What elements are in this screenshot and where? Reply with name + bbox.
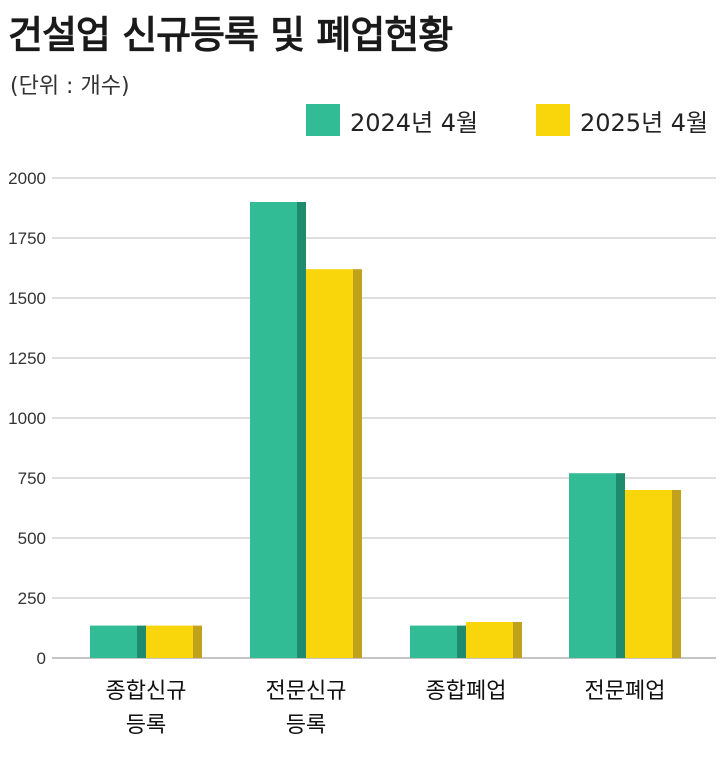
bar-2024-2 [410, 625, 457, 658]
legend-swatch-2025 [536, 104, 570, 136]
y-tick-label: 1250 [8, 349, 46, 368]
unit-label: (단위 : 개수) [10, 74, 130, 99]
y-tick-label: 0 [37, 649, 46, 668]
legend-item-2024: 2024년 4월 [306, 102, 478, 138]
bar-2025-1 [306, 269, 353, 658]
bar-chart: 0 250 500 750 1000 1250 1500 1750 2000 종합신규 등록 전문신규… [8, 169, 716, 738]
legend-label-2024: 2024년 4월 [350, 108, 479, 137]
legend-label-2025: 2025년 4월 [580, 108, 709, 137]
bar-2025-0 [146, 625, 193, 658]
legend: 2024년 4월 2025년 4월 [0, 102, 720, 142]
bar-side-2025-1 [353, 269, 362, 658]
bar-2024-3 [569, 473, 616, 658]
bar-2024-0 [90, 625, 137, 658]
legend-item-2025: 2025년 4월 [536, 102, 708, 138]
y-tick-label: 2000 [8, 169, 46, 188]
y-tick-label: 750 [18, 469, 46, 488]
y-tick-label: 500 [18, 529, 46, 548]
legend-swatch-2024 [306, 104, 340, 136]
bar-2024-1 [250, 202, 297, 658]
bar-2025-2 [466, 622, 513, 658]
category-label: 전문신규 등록 [266, 679, 347, 738]
bar-side-2025-3 [672, 490, 681, 658]
bar-side-2024-3 [616, 473, 625, 658]
bar-side-2024-0 [137, 625, 146, 658]
bar-side-2024-1 [297, 202, 306, 658]
bar-side-2025-0 [193, 625, 202, 658]
y-tick-label: 1750 [8, 229, 46, 248]
category-label: 종합폐업 [426, 679, 507, 704]
chart-title: 건설업 신규등록 및 폐업현황 [8, 13, 453, 57]
y-tick-label: 250 [18, 589, 46, 608]
category-label: 종합신규 등록 [106, 679, 187, 738]
bar-2025-3 [625, 490, 672, 658]
category-label: 전문폐업 [585, 679, 666, 704]
bar-side-2025-2 [513, 622, 522, 658]
y-tick-label: 1000 [8, 409, 46, 428]
bar-side-2024-2 [457, 625, 466, 658]
y-tick-label: 1500 [8, 289, 46, 308]
